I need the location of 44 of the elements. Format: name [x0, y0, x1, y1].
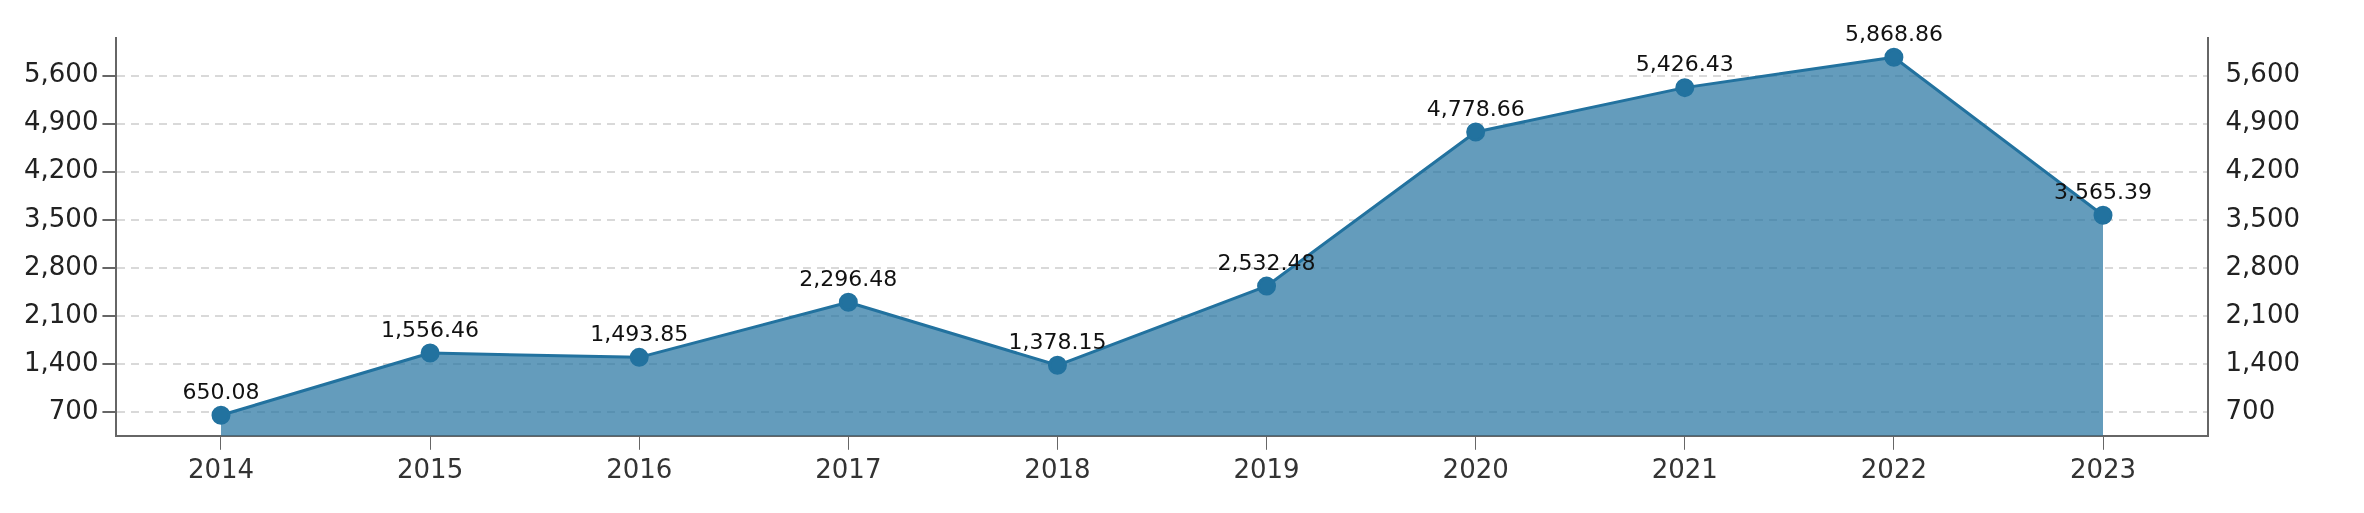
x-tick-label: 2017: [815, 454, 882, 485]
y2-tick-label: 5,600: [2225, 58, 2300, 89]
y-tick-label: 700: [48, 394, 99, 425]
y-tick-label: 2,100: [24, 298, 99, 329]
y-tick-label: 1,400: [24, 346, 99, 377]
y2-tick-label: 1,400: [2225, 346, 2300, 377]
x-tick-label: 2023: [2069, 454, 2137, 485]
point: [1675, 78, 1695, 98]
x-tick-label: 2014: [187, 454, 255, 485]
data-label: 4,778.66: [1426, 95, 1525, 121]
x-tick-label: 2015: [397, 454, 464, 485]
data-label: 1,493.85: [590, 321, 689, 347]
x-tick-label: 2020: [1442, 454, 1509, 485]
point: [629, 347, 649, 367]
x-tick-label: 2018: [1024, 454, 1091, 485]
point: [211, 405, 231, 425]
data-label: 5,426.43: [1635, 51, 1734, 77]
point: [2093, 205, 2113, 225]
data-label: 1,378.15: [1008, 329, 1107, 354]
y2-tick-label: 2,100: [2225, 298, 2300, 329]
data-label: 2,296.48: [799, 266, 898, 292]
y2-tick-label: 3,500: [2225, 202, 2300, 233]
x-tick-label: 2019: [1233, 454, 1300, 485]
y2-tick-label: 4,900: [2225, 106, 2300, 137]
y-tick-label: 2,800: [24, 250, 99, 281]
data-label: 1,556.46: [381, 316, 480, 342]
x-tick-label: 2016: [606, 454, 673, 485]
data-label: 5,868.86: [1844, 21, 1943, 46]
x-tick-label: 2022: [1860, 454, 1927, 485]
y2-tick-label: 2,800: [2225, 250, 2300, 281]
y2-tick-label: 700: [2225, 394, 2276, 425]
y2-tick-label: 4,200: [2225, 154, 2300, 185]
y-tick-label: 4,900: [24, 106, 99, 137]
point: [1884, 47, 1904, 67]
y-tick-label: 5,600: [24, 58, 99, 89]
y-tick-label: 4,200: [24, 154, 99, 185]
point: [1047, 355, 1067, 375]
y-tick-label: 3,500: [24, 202, 99, 233]
data-label: 650.08: [182, 378, 260, 404]
point: [1257, 276, 1277, 296]
x-tick-label: 2021: [1651, 454, 1718, 485]
point: [838, 292, 858, 312]
point: [1466, 122, 1486, 142]
point: [420, 343, 440, 363]
